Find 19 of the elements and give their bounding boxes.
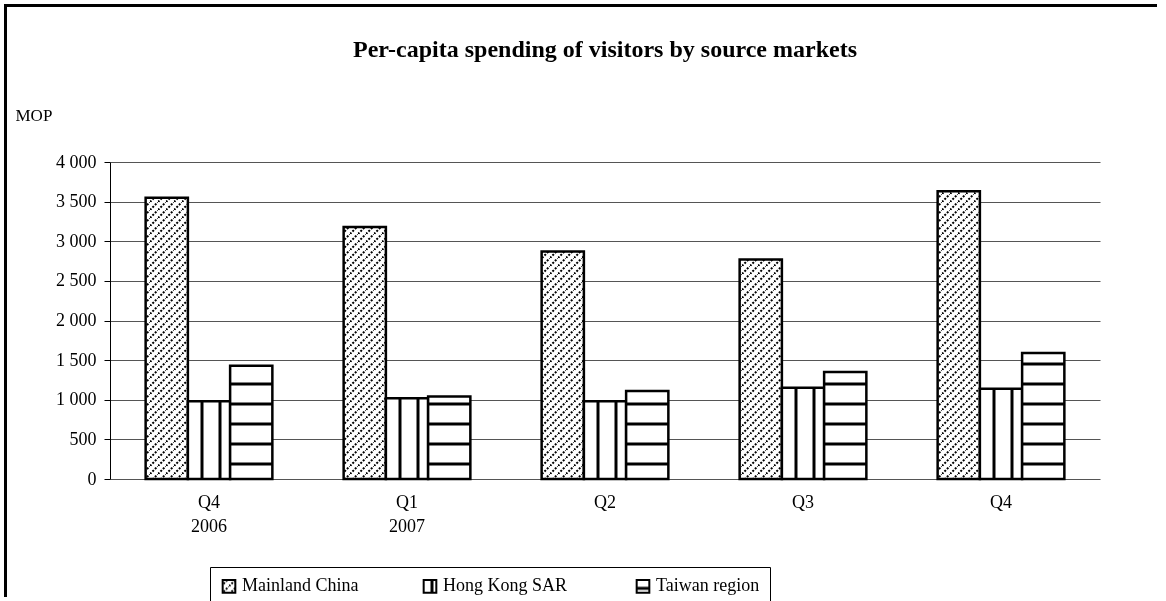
y-tick-label: 1 000 — [56, 389, 97, 410]
chart-title: Per-capita spending of visitors by source markets — [353, 36, 857, 62]
y-tick-label: 3 000 — [56, 230, 97, 251]
legend-label: Hong Kong SAR — [443, 575, 568, 596]
y-tick-label: 1 500 — [56, 349, 97, 370]
x-tick-label: Q2 — [594, 491, 616, 512]
y-tick-label: 4 000 — [56, 151, 97, 172]
y-tick-label: 0 — [87, 468, 97, 489]
x-tick-label: Q1 2007 — [389, 491, 425, 536]
y-tick-label: 3 500 — [56, 191, 97, 212]
legend-label: Taiwan region — [656, 575, 760, 596]
x-tick-label: Q3 — [792, 491, 814, 512]
x-tick-label: Q4 2006 — [191, 491, 227, 536]
y-tick-label: 500 — [69, 428, 97, 449]
legend-label: Mainland China — [242, 575, 359, 596]
y-axis-title: MOP — [15, 105, 53, 125]
y-tick-label: 2 000 — [56, 310, 97, 330]
x-tick-label: Q4 — [990, 491, 1012, 512]
y-tick-label: 2 500 — [56, 270, 97, 291]
